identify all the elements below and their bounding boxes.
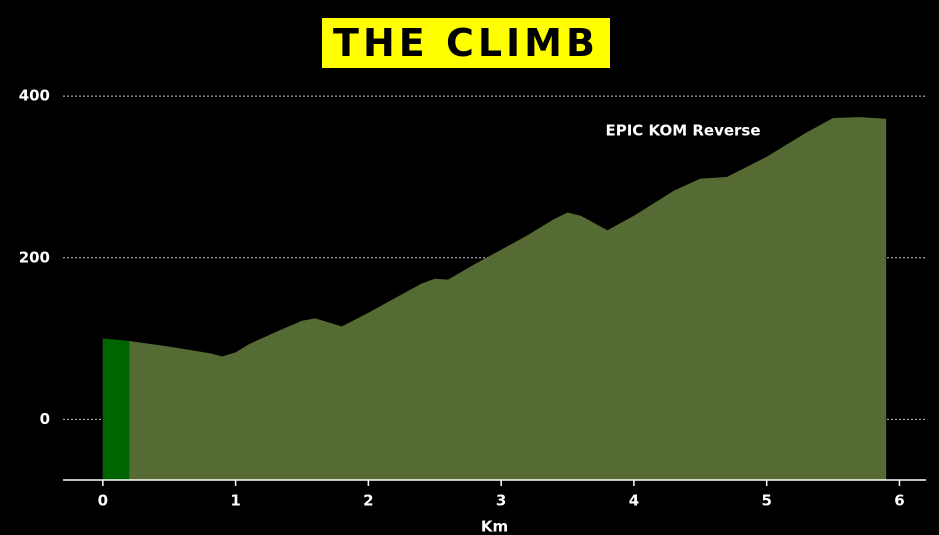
y-tick-label: 0: [40, 410, 50, 428]
x-tick-label: 3: [496, 492, 506, 510]
x-tick-label: 5: [761, 492, 771, 510]
x-tick-label: 4: [629, 492, 639, 510]
x-tick-label: 6: [894, 492, 904, 510]
annotation: EPIC KOM Reverse: [605, 122, 760, 140]
x-tick-label: 0: [98, 492, 108, 510]
y-tick-label: 200: [19, 248, 50, 266]
area: [102, 117, 887, 480]
x-tick-label: 2: [363, 492, 373, 510]
y-tick-label: 400: [19, 87, 50, 105]
x-tick-label: 1: [230, 492, 240, 510]
chart-title: THE CLIMB: [322, 18, 610, 68]
x-axis-label: Km: [481, 518, 508, 535]
area: [102, 338, 130, 480]
